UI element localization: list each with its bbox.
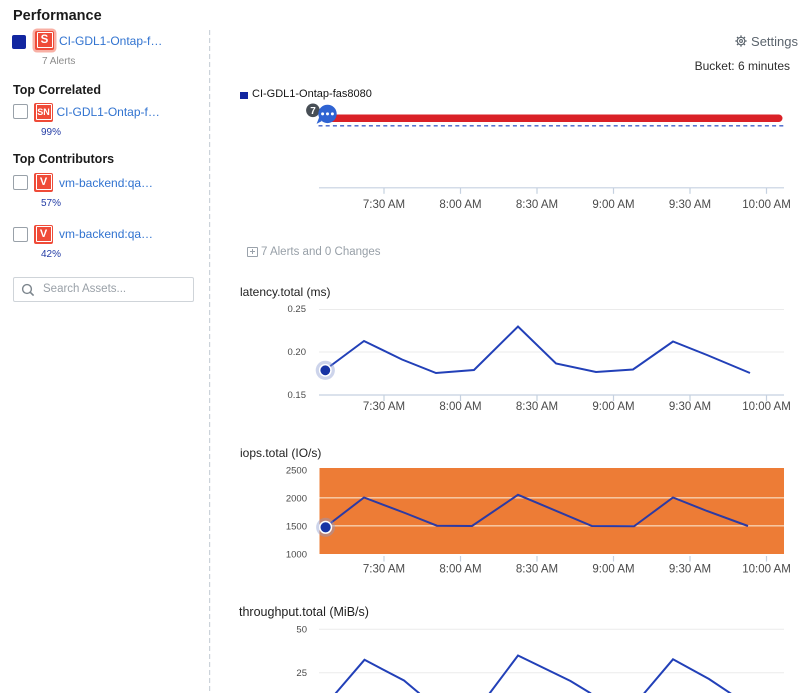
svg-text:7:30 AM: 7:30 AM <box>363 401 405 413</box>
svg-text:7:30 AM: 7:30 AM <box>363 564 405 576</box>
svg-text:2500: 2500 <box>286 465 307 476</box>
svg-text:8:00 AM: 8:00 AM <box>439 401 481 413</box>
svg-text:9:00 AM: 9:00 AM <box>592 401 634 413</box>
svg-text:0.20: 0.20 <box>288 347 307 358</box>
svg-text:7:30 AM: 7:30 AM <box>363 199 405 211</box>
svg-text:10:00 AM: 10:00 AM <box>742 401 791 413</box>
svg-text:8:00 AM: 8:00 AM <box>439 199 481 211</box>
svg-text:8:30 AM: 8:30 AM <box>516 564 558 576</box>
svg-text:10:00 AM: 10:00 AM <box>742 199 791 211</box>
svg-text:8:30 AM: 8:30 AM <box>516 401 558 413</box>
svg-text:9:00 AM: 9:00 AM <box>592 564 634 576</box>
svg-text:8:00 AM: 8:00 AM <box>439 564 481 576</box>
svg-text:7: 7 <box>310 106 316 117</box>
svg-text:8:30 AM: 8:30 AM <box>516 199 558 211</box>
svg-text:25: 25 <box>296 668 307 679</box>
svg-text:0.25: 0.25 <box>288 304 307 315</box>
svg-text:9:30 AM: 9:30 AM <box>669 199 711 211</box>
svg-text:2000: 2000 <box>286 493 307 504</box>
svg-text:9:30 AM: 9:30 AM <box>669 401 711 413</box>
svg-text:0.15: 0.15 <box>288 390 307 401</box>
svg-text:1500: 1500 <box>286 521 307 532</box>
svg-text:10:00 AM: 10:00 AM <box>742 564 791 576</box>
svg-text:1000: 1000 <box>286 549 307 560</box>
svg-text:50: 50 <box>296 625 307 636</box>
svg-text:9:30 AM: 9:30 AM <box>669 564 711 576</box>
svg-text:9:00 AM: 9:00 AM <box>592 199 634 211</box>
